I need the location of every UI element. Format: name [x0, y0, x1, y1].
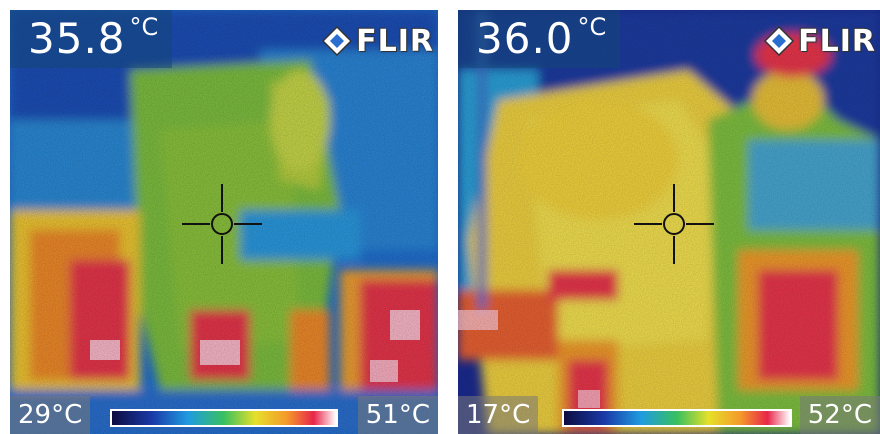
scale-max-label: 52°C [799, 396, 880, 434]
scale-max-label: 51°C [357, 396, 438, 434]
temperature-scale-bar [110, 409, 338, 427]
spot-temperature-readout: 36.0 °C [458, 10, 621, 68]
spot-temperature-readout: 35.8 °C [10, 10, 173, 68]
flir-logo: FLIR [764, 23, 876, 59]
thermal-image-left: 35.8 °C FLIR 29°C 51°C [10, 10, 438, 434]
temperature-scale-bar [562, 409, 792, 427]
spot-temperature-value: 35.8 [28, 14, 126, 63]
flir-logo-text: FLIR [798, 23, 876, 59]
flir-logo-text: FLIR [356, 23, 434, 59]
scale-min-label: 29°C [10, 396, 91, 434]
thermal-image-right: 36.0 °C FLIR 17°C 52°C [458, 10, 880, 434]
spot-crosshair-icon [634, 184, 714, 264]
spot-temperature-unit: °C [129, 13, 159, 41]
spot-temperature-value: 36.0 [476, 14, 574, 63]
scale-min-label: 17°C [458, 396, 539, 434]
spot-crosshair-icon [182, 184, 262, 264]
flir-diamond-icon [764, 26, 795, 56]
thermal-scene-right [458, 10, 880, 434]
flir-logo: FLIR [322, 23, 434, 59]
spot-temperature-unit: °C [577, 13, 607, 41]
flir-diamond-icon [322, 26, 353, 56]
thermal-scene-left [10, 10, 438, 434]
